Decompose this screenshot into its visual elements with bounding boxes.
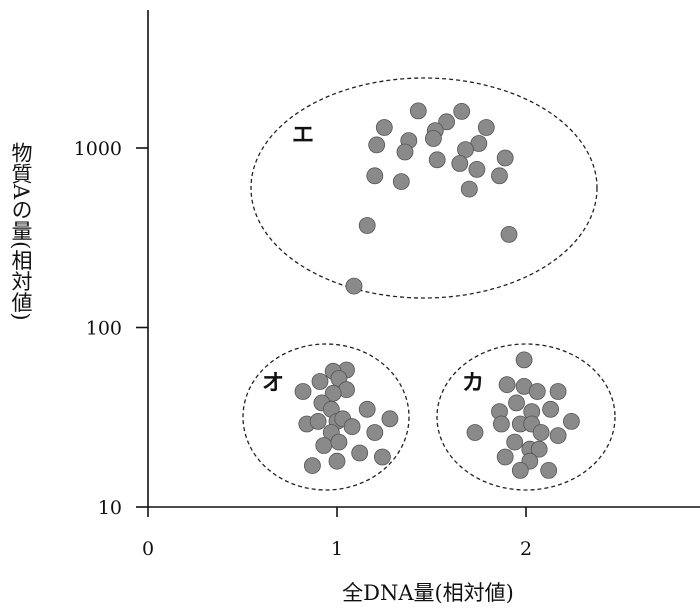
data-point-e xyxy=(366,167,384,185)
group-ellipse-e xyxy=(250,77,598,299)
group-ellipse-o xyxy=(242,343,410,491)
data-point-ka xyxy=(492,415,510,433)
data-point-o xyxy=(358,400,376,418)
y-tick-label: 100 xyxy=(86,318,122,340)
data-point-o xyxy=(381,410,399,428)
data-point-o xyxy=(303,457,321,475)
data-point-o xyxy=(311,373,329,390)
data-point-o xyxy=(351,444,369,462)
data-point-ka xyxy=(542,400,559,418)
data-point-o xyxy=(294,383,312,400)
group-label-o: オ xyxy=(262,371,284,396)
x-tick-label: 2 xyxy=(520,538,532,560)
data-point-e xyxy=(491,167,508,185)
data-point-ka xyxy=(496,448,514,466)
tick-labels: 0 1 2 10 100 1000 xyxy=(74,138,532,560)
data-point-e xyxy=(424,130,442,147)
data-point-o xyxy=(328,452,346,470)
data-point-o xyxy=(343,418,361,436)
data-point-o xyxy=(309,412,327,430)
data-point-ka xyxy=(511,461,529,479)
data-point-ka xyxy=(515,351,533,369)
data-point-e xyxy=(409,102,427,120)
data-point-ka xyxy=(528,383,546,400)
data-point-o xyxy=(366,424,384,441)
group-ellipse-ka xyxy=(436,343,616,491)
group-label-e: エ xyxy=(292,123,314,148)
data-point-e xyxy=(438,113,456,131)
group-label-ka: カ xyxy=(462,371,484,396)
axes xyxy=(147,10,700,508)
data-point-ka xyxy=(506,433,524,451)
data-point-e xyxy=(468,160,486,178)
data-point-e xyxy=(500,225,518,243)
x-tick-label: 0 xyxy=(142,538,154,560)
x-tick-label: 1 xyxy=(331,538,343,560)
data-point-e xyxy=(453,103,471,120)
data-point-e xyxy=(460,180,478,198)
data-point-ka xyxy=(532,424,550,441)
data-point-e xyxy=(375,119,393,136)
data-point-e xyxy=(368,136,386,154)
data-point-e xyxy=(496,149,514,167)
data-point-o xyxy=(330,433,348,451)
data-point-ka xyxy=(498,376,516,394)
data-point-ka xyxy=(530,440,548,458)
data-point-ka xyxy=(549,383,567,400)
data-point-o xyxy=(315,437,333,454)
data-point-ka xyxy=(563,412,580,430)
y-axis-title: 物質Aの量(相対値) xyxy=(9,142,33,321)
data-points xyxy=(294,102,580,479)
data-point-e xyxy=(428,151,446,169)
data-point-e xyxy=(477,119,495,136)
group-ellipses xyxy=(242,77,616,491)
x-axis-title: 全DNA量(相対値) xyxy=(342,581,514,605)
y-tick-label: 10 xyxy=(98,497,122,519)
data-point-o xyxy=(373,448,391,466)
data-point-ka xyxy=(540,461,558,479)
data-point-e xyxy=(451,155,469,172)
data-point-ka xyxy=(508,394,525,412)
data-point-e xyxy=(345,277,363,295)
data-point-ka xyxy=(466,424,484,441)
y-tick-label: 1000 xyxy=(74,138,122,160)
data-point-ka xyxy=(549,427,567,445)
data-point-e xyxy=(396,143,414,161)
group-labels: エ オ カ xyxy=(262,123,484,396)
ticks xyxy=(136,147,527,517)
data-point-e xyxy=(358,217,376,234)
data-point-e xyxy=(392,173,410,191)
